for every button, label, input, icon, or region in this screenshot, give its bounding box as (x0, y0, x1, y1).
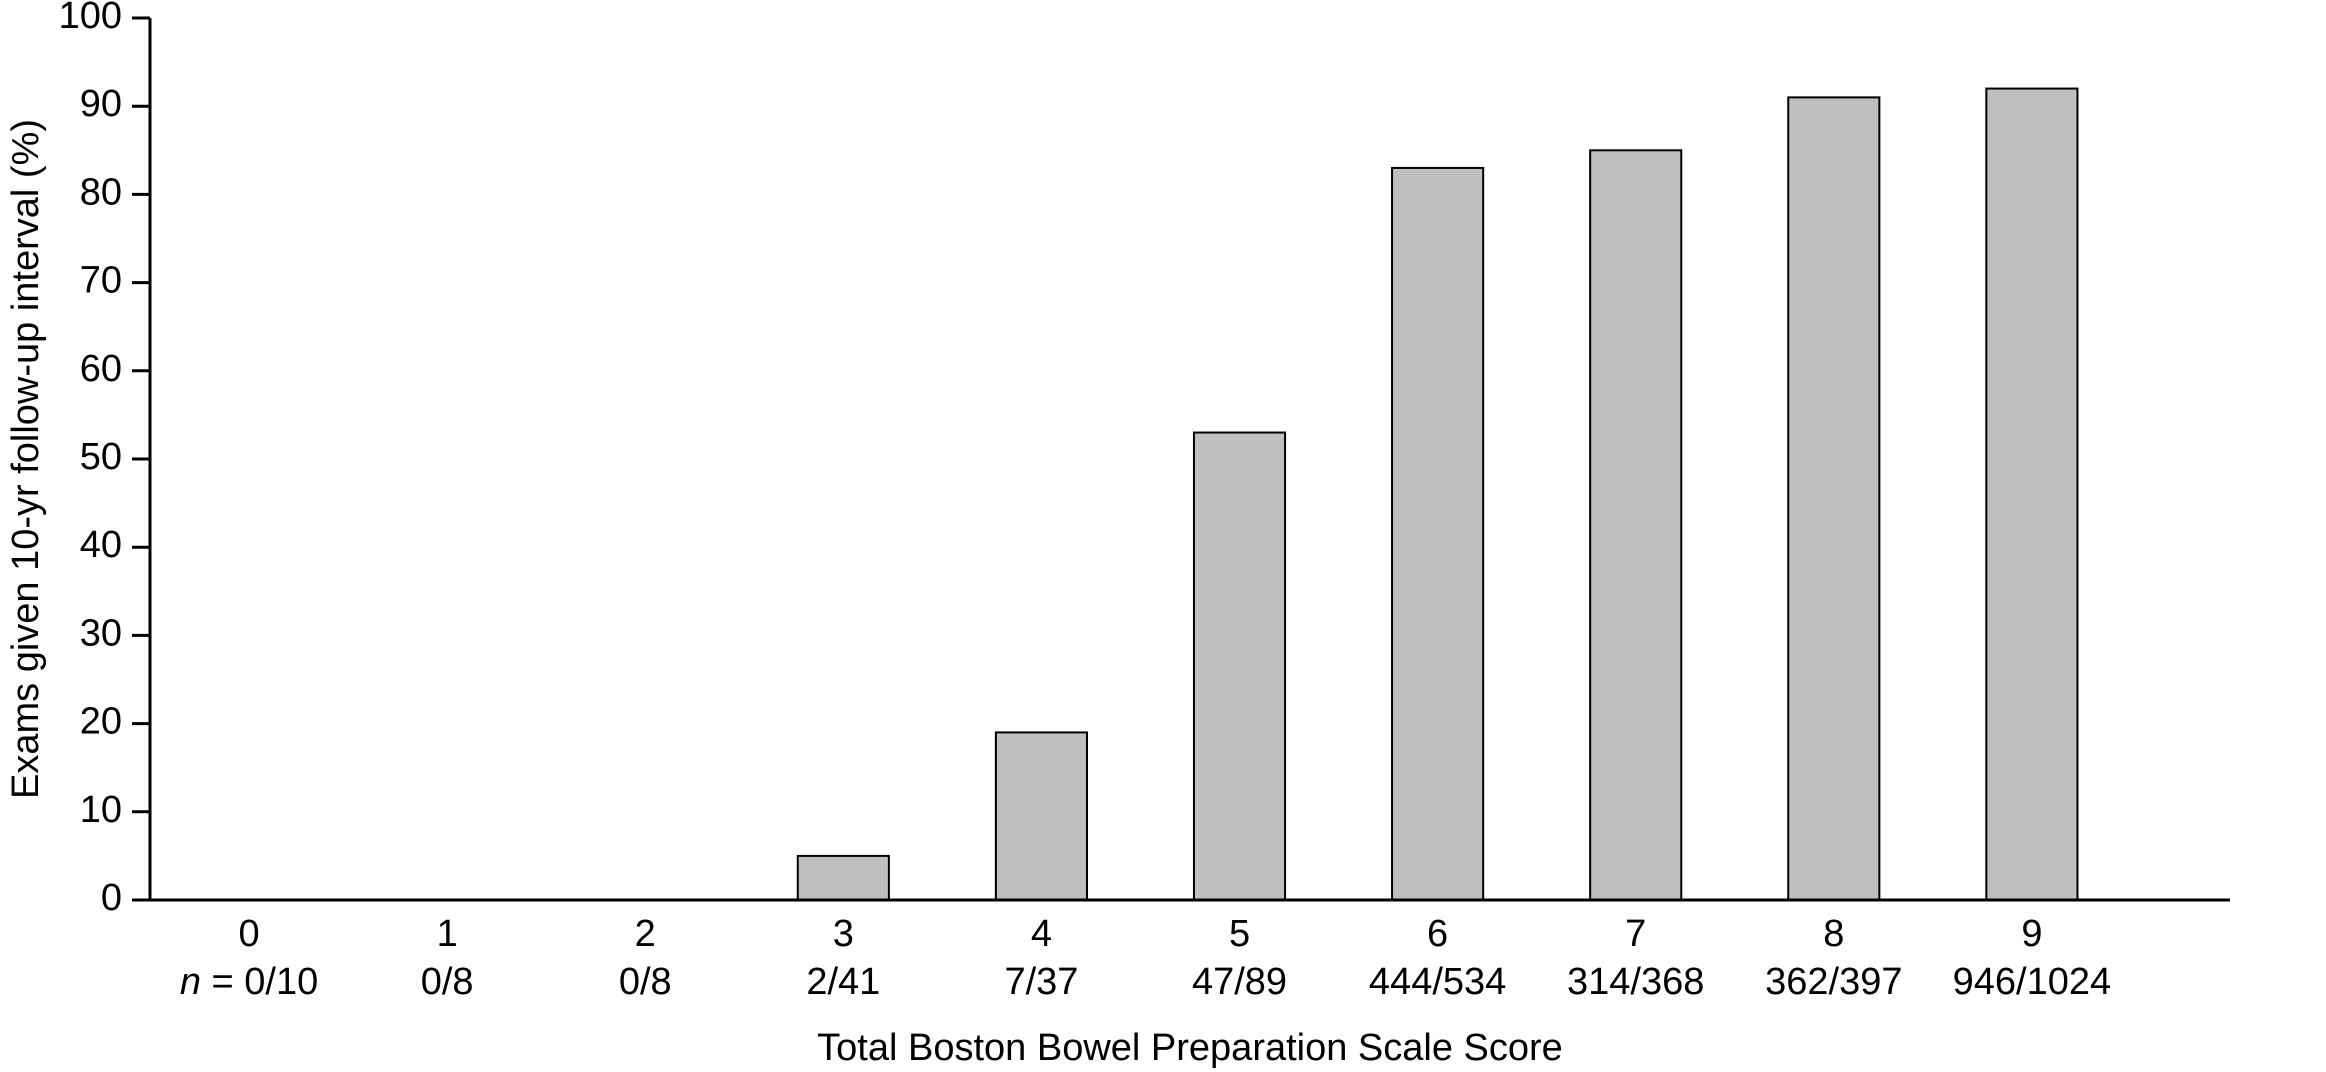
x-sublabel: 314/368 (1567, 961, 1704, 1003)
bar-chart: 0 10 20 30 40 50 60 70 80 90 100 0 1 2 3 4 5 6 7 8 9 n = 0/10… (0, 0, 2326, 1072)
chart-svg: 0 10 20 30 40 50 60 70 80 90 100 0 1 2 3 4 5 6 7 8 9 n = 0/10… (0, 0, 2326, 1072)
x-sublabel: 0/8 (619, 961, 672, 1003)
bar (1392, 168, 1483, 900)
bar (1194, 433, 1285, 900)
y-tick-label: 30 (80, 612, 122, 654)
x-sublabel: 7/37 (1004, 961, 1078, 1003)
y-tick-label: 70 (80, 260, 122, 302)
x-sublabel: 0/8 (421, 961, 474, 1003)
x-tick-label: 2 (635, 913, 656, 955)
x-sublabel: 47/89 (1192, 961, 1287, 1003)
x-sublabel: 2/41 (806, 961, 880, 1003)
y-tick-label: 60 (80, 348, 122, 390)
x-tick-label: 6 (1427, 913, 1448, 955)
y-tick-label: 10 (80, 789, 122, 831)
y-tick-label: 50 (80, 436, 122, 478)
x-tick-label: 1 (437, 913, 458, 955)
x-sublabel: n = 0/10 (180, 961, 318, 1003)
x-tick-label: 3 (833, 913, 854, 955)
x-axis-title: Total Boston Bowel Preparation Scale Sco… (817, 1027, 1563, 1069)
bar (996, 732, 1087, 900)
y-axis-title: Exams given 10-yr follow-up interval (%) (5, 119, 47, 799)
y-tick-label: 80 (80, 171, 122, 213)
x-sublabel: 444/534 (1369, 961, 1506, 1003)
x-tick-label: 8 (1823, 913, 1844, 955)
bar (798, 856, 889, 900)
y-tick-label: 20 (80, 701, 122, 743)
x-sublabel: 362/397 (1765, 961, 1902, 1003)
x-tick-label: 5 (1229, 913, 1250, 955)
x-tick-label: 4 (1031, 913, 1052, 955)
y-tick-label: 90 (80, 83, 122, 125)
bar (1590, 150, 1681, 900)
x-tick-label: 7 (1625, 913, 1646, 955)
y-tick-label: 40 (80, 524, 122, 566)
bar (1788, 97, 1879, 900)
x-tick-label: 0 (238, 913, 259, 955)
chart-background (0, 0, 2326, 1072)
bar (1986, 89, 2077, 900)
y-tick-label: 0 (101, 877, 122, 919)
x-sublabel: 946/1024 (1953, 961, 2112, 1003)
x-tick-label: 9 (2021, 913, 2042, 955)
y-tick-label: 100 (59, 0, 122, 37)
